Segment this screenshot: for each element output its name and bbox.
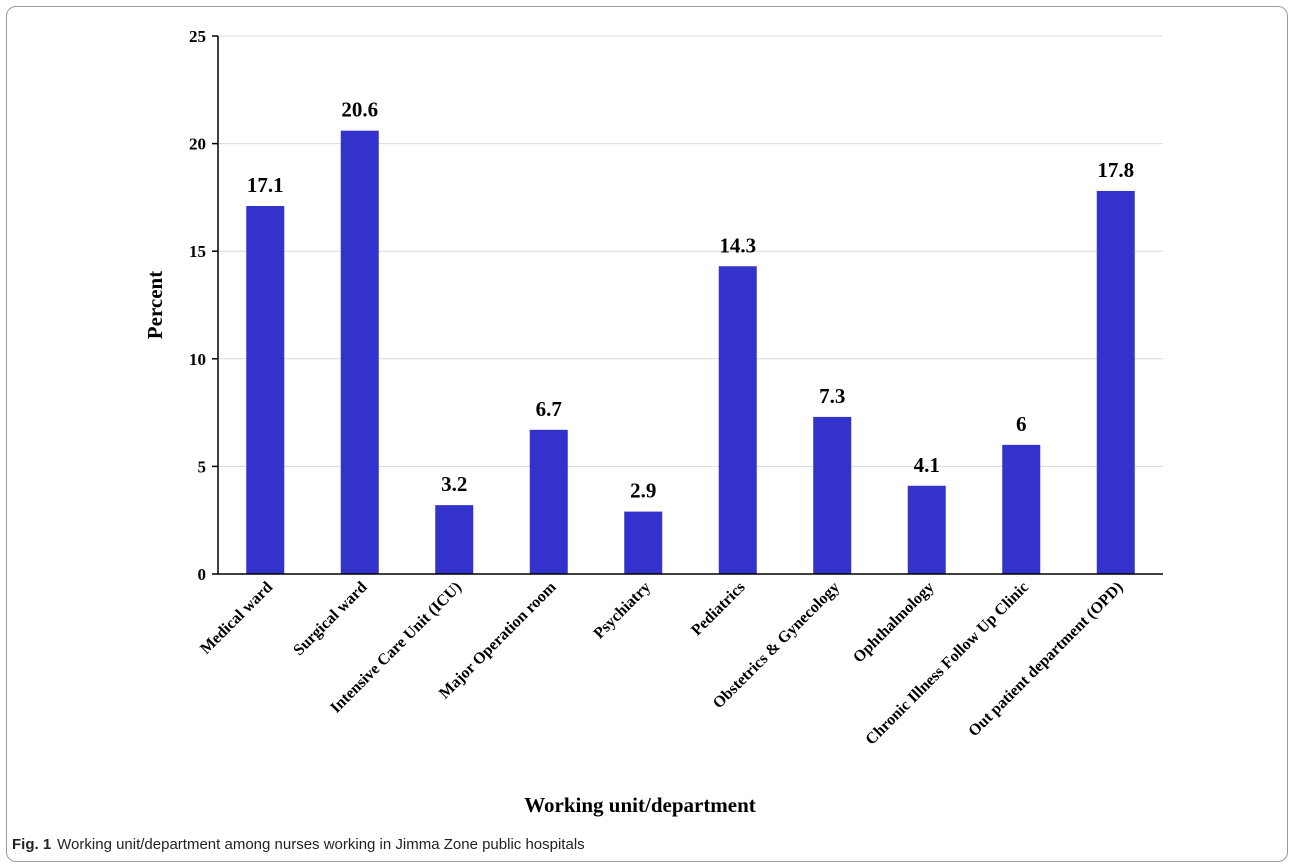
x-tick-label: Out patient department (OPD)	[965, 579, 1126, 740]
figure-caption: Fig. 1 Working unit/department among nurs…	[12, 836, 585, 853]
bar	[624, 511, 663, 574]
data-label: 17.8	[1097, 158, 1134, 182]
bar	[529, 429, 568, 574]
data-labels: 17.1 20.6 3.2 6.7 2.9 14.3 7.3 4.1 6 17.8	[247, 98, 1134, 503]
y-axis-title: Percent	[143, 271, 167, 339]
data-label: 20.6	[341, 98, 378, 122]
data-label: 14.3	[719, 233, 756, 257]
bar	[1002, 444, 1041, 574]
bars	[246, 130, 1135, 575]
data-label: 6.7	[536, 397, 562, 421]
y-tick-label: 10	[189, 350, 206, 369]
x-tick-label: Ophthalmology	[850, 579, 937, 666]
y-tick-label: 0	[198, 565, 207, 584]
x-tick-label: Medical ward	[197, 579, 276, 658]
caption-label: Fig. 1	[12, 836, 52, 853]
data-label: 17.1	[247, 173, 284, 197]
data-label: 7.3	[819, 384, 845, 408]
caption-text: Working unit/department among nurses wor…	[57, 836, 585, 853]
bar	[435, 505, 474, 574]
bar	[246, 206, 285, 574]
bar	[907, 485, 946, 574]
bar	[340, 130, 379, 575]
data-label: 3.2	[441, 472, 467, 496]
y-tick-labels: 0 5 10 15 20 25	[189, 27, 218, 584]
y-tick-label: 25	[189, 27, 206, 46]
data-label: 2.9	[630, 479, 656, 503]
bar	[1096, 190, 1135, 574]
y-tick-label: 20	[189, 135, 206, 154]
data-label: 4.1	[914, 453, 940, 477]
bar	[718, 266, 757, 574]
x-tick-label: Surgical ward	[290, 579, 370, 659]
x-tick-label: Chronic Illness Follow Up Clinic	[862, 579, 1032, 749]
data-label: 6	[1016, 412, 1027, 436]
x-tick-label: Pediatrics	[688, 579, 748, 639]
x-tick-label: Psychiatry	[591, 579, 655, 643]
bar	[813, 416, 852, 574]
y-tick-label: 5	[198, 457, 207, 476]
figure-frame	[6, 6, 1288, 862]
x-axis-title: Working unit/department	[524, 793, 756, 817]
y-tick-label: 15	[189, 242, 206, 261]
